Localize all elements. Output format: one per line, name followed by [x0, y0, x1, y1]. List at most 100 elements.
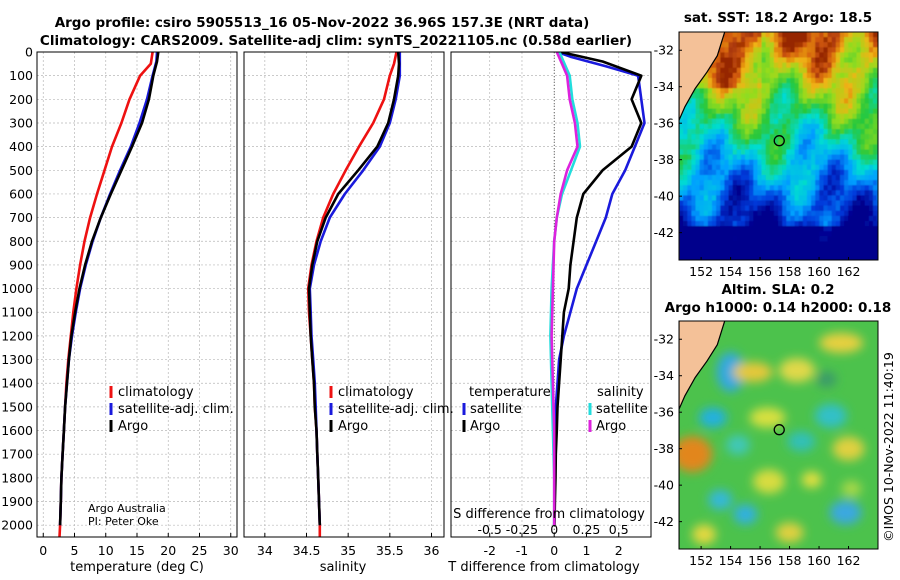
sst-cell	[749, 139, 754, 145]
sst-cell	[840, 72, 845, 79]
sst-cell	[761, 83, 767, 89]
sst-cell	[840, 118, 845, 125]
sst-cell	[864, 149, 870, 156]
sst-cell	[778, 180, 783, 186]
sst-cell	[724, 129, 729, 135]
sst-cell	[740, 195, 746, 201]
sst-cell	[720, 251, 725, 258]
sst-cell	[806, 72, 812, 79]
x-tick-label: 20	[160, 543, 176, 558]
sst-cell	[683, 246, 688, 253]
sst-cell	[806, 210, 812, 217]
sst-cell	[703, 159, 709, 166]
sst-cell	[728, 37, 734, 43]
sst-cell	[736, 256, 742, 260]
sst-cell	[728, 210, 734, 217]
depth-tick-label: 1000	[1, 281, 33, 296]
sst-cell	[815, 180, 820, 186]
sst-cell	[740, 246, 746, 253]
sst-cell	[765, 139, 771, 145]
sst-cell	[736, 32, 742, 38]
map-lat-label: -38	[654, 152, 674, 167]
sst-cell	[835, 103, 841, 110]
sst-cell	[753, 144, 758, 150]
sst-cell	[815, 149, 820, 156]
sst-cell	[782, 47, 787, 53]
sst-cell	[712, 241, 717, 247]
sst-cell	[724, 149, 729, 156]
sst-cell	[827, 185, 833, 191]
sla-eddy	[725, 435, 750, 456]
sst-cell	[707, 205, 713, 212]
sst-cell	[736, 42, 742, 48]
salinity-panel: 34 34.5 35 35.5 36 salinity climatology sate…	[243, 51, 454, 575]
sst-cell	[683, 251, 688, 258]
sst-cell	[840, 154, 845, 161]
sst-cell	[720, 190, 725, 196]
sst-cell	[687, 103, 692, 110]
sst-cell	[695, 159, 701, 166]
sst-cell	[827, 67, 833, 74]
sst-cell	[873, 83, 878, 89]
sst-cell	[860, 37, 866, 43]
sst-cell	[720, 62, 725, 69]
sst-cell	[815, 129, 820, 135]
sst-cell	[773, 93, 779, 99]
sst-cell	[778, 175, 783, 181]
sst-cell	[757, 123, 762, 130]
sst-cell	[757, 164, 762, 171]
sst-cell	[827, 93, 833, 99]
sst-cell	[765, 123, 771, 130]
sst-cell	[736, 190, 742, 196]
sst-cell	[860, 78, 866, 84]
sst-cell	[852, 118, 857, 125]
sst-cell	[811, 123, 816, 130]
sst-cell	[786, 83, 791, 89]
sst-cell	[736, 98, 742, 104]
sst-cell	[769, 241, 775, 247]
sst-cell	[811, 195, 816, 201]
sst-cell	[798, 78, 804, 84]
sst-cell	[736, 200, 742, 207]
legend-label-temp-argo: Argo	[470, 419, 500, 434]
sst-cell	[798, 98, 804, 104]
sst-cell	[790, 144, 795, 150]
sst-cell	[728, 72, 734, 79]
sst-cell	[687, 169, 692, 176]
sst-cell	[873, 123, 878, 130]
sst-cell	[782, 226, 787, 232]
sst-cell	[840, 251, 845, 258]
sst-cell	[811, 221, 816, 227]
sst-cell	[835, 42, 841, 48]
s-difference-ticks: -0.5 -0.25 0 0.25 0.5	[478, 522, 629, 537]
sst-cell	[815, 154, 820, 161]
sst-cell	[745, 78, 750, 84]
sst-cell	[844, 129, 849, 135]
temperature-panel: 0100200300400500600700800900100011001200…	[1, 45, 239, 576]
sst-cell	[860, 164, 866, 171]
sst-cell	[716, 123, 721, 130]
sst-cell	[868, 52, 874, 58]
sst-cell	[679, 180, 684, 186]
sst-cell	[773, 37, 779, 43]
sst-cell	[707, 72, 713, 79]
sst-cell	[745, 215, 750, 222]
sst-cell	[823, 210, 829, 217]
sst-cell	[815, 134, 820, 140]
sst-cell	[806, 134, 812, 140]
sst-cell	[840, 195, 845, 201]
sst-cell	[769, 37, 775, 43]
sst-cell	[749, 32, 754, 38]
sst-cell	[844, 246, 849, 253]
sst-cell	[856, 32, 862, 38]
sst-cell	[827, 195, 833, 201]
sst-cell	[769, 144, 775, 150]
sst-cell	[753, 108, 758, 115]
difference-legend-temperature: temperature satellite Argo	[462, 385, 551, 434]
sst-cell	[819, 149, 824, 156]
sst-cell	[703, 195, 709, 201]
sst-cell	[728, 246, 734, 253]
sst-cell	[864, 175, 870, 181]
sst-cell	[840, 175, 845, 181]
sst-cell	[811, 231, 816, 237]
